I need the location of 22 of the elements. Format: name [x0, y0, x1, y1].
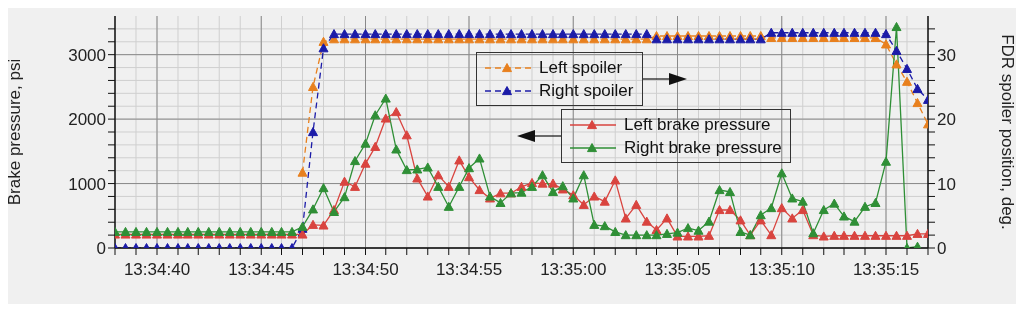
- x-tick-label: 13:35:00: [540, 260, 607, 280]
- x-tick-label: 13:34:50: [332, 260, 399, 280]
- x-tick-label: 13:35:15: [852, 260, 920, 280]
- y2-tick-label: 10: [937, 174, 956, 194]
- y2-axis-title: FDR spoiler position, deg.: [997, 34, 1017, 230]
- x-tick-label: 13:35:10: [748, 260, 815, 280]
- y2-tick-label: 20: [937, 110, 956, 130]
- y2-tick-label: 0: [937, 239, 947, 259]
- legend-label: Left spoiler: [539, 57, 623, 78]
- x-tick-label: 13:35:05: [644, 260, 711, 280]
- x-tick-label: 13:34:55: [435, 260, 503, 280]
- legend-label: Left brake pressure: [624, 114, 771, 135]
- legend-label: Right brake pressure: [624, 137, 782, 158]
- legend-label: Right spoiler: [539, 80, 634, 101]
- y2-tick-label: 30: [937, 45, 956, 65]
- y-tick-label: 3000: [68, 45, 106, 65]
- y-tick-label: 0: [96, 239, 106, 259]
- y-tick-label: 1000: [68, 174, 106, 194]
- x-tick-label: 13:34:40: [123, 260, 191, 280]
- y-tick-label: 2000: [68, 110, 106, 130]
- y-axis-title: Brake pressure, psi: [5, 58, 25, 206]
- x-tick-label: 13:34:45: [228, 260, 295, 280]
